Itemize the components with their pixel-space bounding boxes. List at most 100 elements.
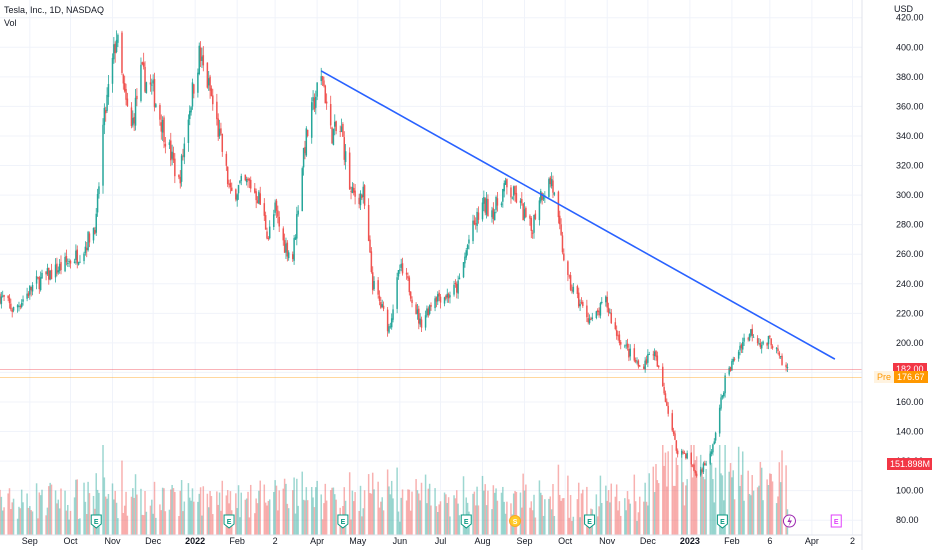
candle-body: [415, 304, 417, 315]
volume-bar: [762, 500, 764, 535]
candle-body: [370, 251, 373, 272]
candle-body: [617, 335, 619, 337]
candle-body: [495, 196, 497, 210]
candle-body: [550, 179, 553, 187]
candle-body: [396, 277, 398, 309]
volume-bar: [88, 493, 91, 535]
candle-body: [588, 318, 591, 324]
candle-body: [530, 218, 533, 231]
volume-bar: [255, 498, 257, 535]
volume-bar: [329, 490, 332, 535]
candle-body: [38, 277, 41, 290]
candle-body: [187, 119, 190, 143]
volume-bar: [504, 513, 507, 535]
volume-bar: [60, 488, 62, 535]
volume-bar: [170, 489, 172, 535]
candle-body: [400, 263, 402, 268]
y-tick-label: 340.00: [896, 131, 924, 141]
volume-bar: [533, 494, 535, 535]
candle-body: [125, 89, 127, 100]
candle-body: [401, 263, 404, 274]
candle-body: [559, 215, 561, 225]
volume-bar: [264, 502, 267, 535]
candle-body: [325, 101, 328, 104]
volume-bar: [476, 486, 478, 535]
candle-body: [522, 203, 524, 221]
volume-bar: [286, 503, 289, 535]
candle-body: [683, 453, 686, 455]
candle-body: [140, 64, 142, 101]
candle-body: [324, 85, 327, 104]
candle-body: [255, 191, 257, 201]
candle-body: [653, 351, 656, 356]
volume-bar: [614, 496, 617, 535]
volume-bar: [751, 475, 753, 535]
volume-bar: [771, 481, 774, 535]
candle-body: [560, 224, 562, 235]
candle-body: [439, 296, 442, 303]
candle-body: [285, 243, 287, 253]
earnings-icon: [830, 514, 842, 528]
candle-body: [657, 365, 660, 368]
candle-body: [0, 294, 1, 304]
volume-bar: [113, 499, 115, 535]
earnings-icon: [90, 514, 102, 529]
candle-body: [54, 264, 57, 278]
candle-body: [297, 210, 299, 215]
volume-bar: [644, 482, 646, 535]
volume-bar: [268, 499, 271, 535]
candle-body: [709, 453, 711, 464]
candle-body: [541, 192, 543, 200]
candle-body: [348, 152, 351, 190]
volume-bar: [348, 472, 351, 535]
candle-body: [607, 307, 610, 313]
candle-body: [149, 82, 152, 85]
event-marker-earnings: E: [716, 514, 728, 529]
candle-body: [236, 194, 238, 201]
volume-bar: [729, 463, 732, 535]
volume-bar: [655, 464, 657, 535]
volume-bar: [335, 499, 337, 535]
volume-bar: [626, 491, 629, 535]
y-tick-label: 300.00: [896, 190, 924, 200]
candle-body: [56, 263, 58, 274]
candle-body: [168, 142, 171, 145]
volume-bar: [202, 486, 205, 535]
volume-bar: [161, 487, 164, 535]
volume-bar: [601, 502, 603, 535]
candle-body: [29, 285, 31, 295]
x-tick-label: Jul: [435, 536, 447, 546]
volume-bar: [750, 495, 752, 535]
volume-bar: [676, 465, 679, 535]
candle-body: [694, 470, 697, 474]
candle-body: [512, 186, 515, 196]
volume-bar: [362, 508, 364, 535]
y-tick-label: 140.00: [896, 427, 924, 437]
volume-bar: [217, 504, 219, 535]
y-tick-label: 260.00: [896, 249, 924, 259]
volume-bar: [331, 487, 333, 535]
volume-bar: [76, 479, 79, 535]
candle-body: [18, 305, 20, 307]
split-icon: [509, 515, 522, 527]
volume-bar: [125, 491, 127, 535]
volume-bar: [652, 466, 655, 535]
volume-bar: [367, 474, 370, 535]
candle-body: [179, 176, 182, 184]
volume-bar: [530, 501, 533, 535]
candle-body: [407, 275, 409, 279]
volume-bar: [248, 517, 251, 535]
earnings-icon: [716, 514, 728, 529]
candle-body: [228, 184, 230, 185]
candle-body: [96, 194, 99, 213]
volume-bar: [54, 490, 57, 535]
candle-body: [542, 196, 545, 200]
candle-body: [321, 76, 324, 81]
candle-body: [540, 190, 542, 202]
candle-body: [178, 174, 180, 178]
volume-bar: [542, 515, 545, 535]
candle-body: [258, 191, 260, 204]
candle-body: [163, 117, 165, 143]
